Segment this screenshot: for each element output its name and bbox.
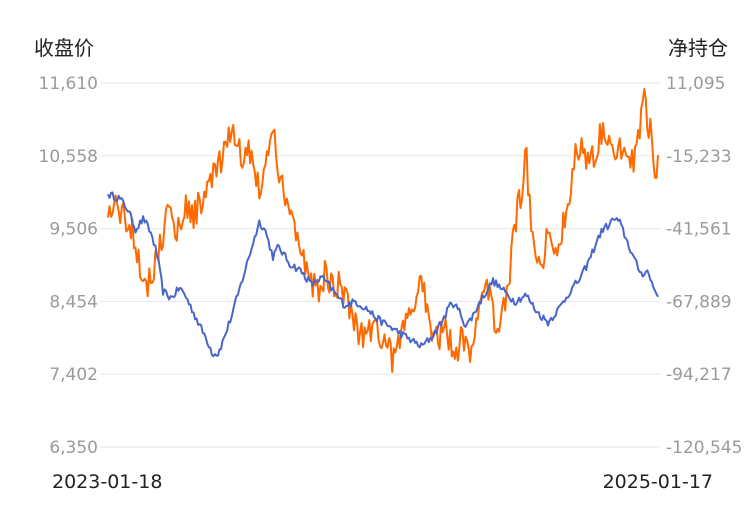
left-tick-label: 9,506 <box>49 220 98 240</box>
x-start-label: 2023-01-18 <box>52 471 162 493</box>
left-axis-title: 收盘价 <box>34 36 94 60</box>
left-tick-label: 7,402 <box>49 365 98 385</box>
close-price-line <box>107 191 659 358</box>
right-tick-label: -41,561 <box>666 220 732 240</box>
left-tick-label: 11,610 <box>39 74 98 94</box>
gridlines <box>100 82 660 448</box>
right-axis-title: 净持仓 <box>668 36 728 60</box>
tick-labels: 11,610 11,095 10,558 -15,233 9,506 -41,561 8,4… <box>39 74 743 458</box>
left-tick-label: 6,350 <box>49 438 98 458</box>
series-lines <box>107 88 659 373</box>
right-tick-label: -67,889 <box>666 292 732 312</box>
left-tick-label: 10,558 <box>39 147 98 167</box>
right-tick-label: 11,095 <box>666 74 725 94</box>
left-tick-label: 8,454 <box>49 292 98 312</box>
x-end-label: 2025-01-17 <box>603 471 713 493</box>
right-tick-label: -15,233 <box>666 147 732 167</box>
right-tick-label: -94,217 <box>666 365 732 385</box>
net-position-line <box>107 88 659 373</box>
right-tick-label: -120,545 <box>666 438 742 458</box>
